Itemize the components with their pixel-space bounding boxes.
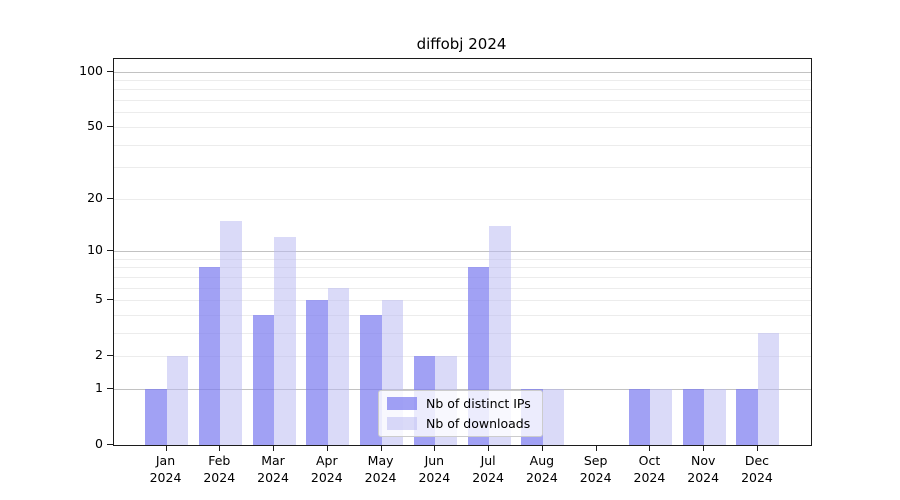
- minor-gridline: [114, 314, 811, 316]
- x-tick-label-sep: Sep 2024: [579, 453, 612, 485]
- x-tick-mark: [165, 445, 167, 451]
- x-tick-label-oct: Oct 2024: [633, 453, 666, 485]
- bar-downloads-jan: [166, 356, 188, 445]
- bar-distinct-ips-oct: [628, 388, 651, 445]
- legend-item-downloads: Nb of downloads: [387, 416, 531, 431]
- minor-gridline: [114, 258, 811, 260]
- y-tick-label: 5: [95, 291, 103, 307]
- y-tick-label: 0: [95, 436, 103, 451]
- plot-area: [113, 58, 812, 446]
- y-tick-label: 100: [79, 62, 103, 78]
- minor-gridline: [114, 89, 811, 91]
- x-tick-mark: [703, 445, 705, 451]
- y-tick-label: 2: [95, 347, 103, 363]
- bar-downloads-apr: [327, 287, 350, 445]
- x-tick-label-dec: Dec 2024: [741, 453, 773, 485]
- x-tick-label-mar: Mar 2024: [257, 453, 289, 485]
- bar-downloads-oct: [650, 388, 672, 445]
- minor-gridline: [114, 112, 811, 114]
- y-tick-mark: [107, 299, 113, 301]
- legend-label-downloads: Nb of downloads: [426, 416, 531, 431]
- legend-swatch-downloads: [387, 417, 417, 430]
- x-tick-label-aug: Aug 2024: [525, 453, 558, 485]
- minor-gridline: [114, 276, 811, 278]
- minor-gridline: [114, 167, 811, 169]
- minor-gridline: [114, 126, 811, 128]
- bar-distinct-ips-dec: [736, 388, 758, 445]
- y-tick-mark: [107, 70, 113, 72]
- minor-gridline: [114, 300, 811, 302]
- minor-gridline: [114, 332, 811, 334]
- x-tick-mark: [434, 445, 436, 451]
- legend: Nb of distinct IPs Nb of downloads: [378, 390, 543, 437]
- x-tick-mark: [219, 445, 221, 451]
- y-tick-mark: [107, 197, 113, 199]
- x-tick-mark: [649, 445, 651, 451]
- minor-gridline: [114, 198, 811, 200]
- chart-title: diffobj 2024: [416, 35, 507, 53]
- bar-downloads-nov: [704, 388, 726, 445]
- bar-distinct-ips-may: [360, 314, 382, 445]
- bar-distinct-ips-mar: [252, 314, 275, 445]
- legend-item-distinct-ips: Nb of distinct IPs: [387, 396, 531, 411]
- major-gridline: [114, 388, 811, 390]
- y-tick-mark: [107, 249, 113, 251]
- y-tick-mark: [107, 387, 113, 389]
- y-tick-label: 20: [87, 189, 103, 205]
- x-tick-mark: [326, 445, 328, 451]
- x-tick-mark: [756, 445, 758, 451]
- legend-swatch-distinct-ips: [387, 397, 417, 410]
- y-tick-mark: [107, 125, 113, 127]
- x-tick-label-nov: Nov 2024: [687, 453, 720, 485]
- x-tick-label-may: May 2024: [364, 453, 397, 485]
- y-tick-label: 50: [87, 117, 103, 133]
- major-gridline: [114, 250, 811, 252]
- y-tick-mark: [107, 444, 113, 445]
- bar-distinct-ips-jan: [145, 388, 167, 445]
- x-tick-label-feb: Feb 2024: [203, 453, 236, 485]
- y-tick-label: 1: [95, 379, 103, 395]
- minor-gridline: [114, 287, 811, 289]
- x-tick-label-jan: Jan 2024: [149, 453, 182, 485]
- major-gridline: [114, 71, 811, 73]
- y-tick-mark: [107, 355, 113, 357]
- x-tick-mark: [273, 445, 275, 451]
- x-tick-mark: [541, 445, 543, 451]
- x-tick-mark: [380, 445, 382, 451]
- minor-gridline: [114, 356, 811, 358]
- x-tick-label-apr: Apr 2024: [310, 453, 343, 485]
- x-tick-label-jul: Jul 2024: [472, 453, 505, 485]
- minor-gridline: [114, 267, 811, 269]
- bar-distinct-ips-feb: [198, 267, 221, 445]
- bar-downloads-feb: [220, 220, 242, 445]
- x-tick-mark: [488, 445, 490, 451]
- x-tick-mark: [595, 445, 597, 451]
- minor-gridline: [114, 80, 811, 82]
- bar-distinct-ips-apr: [306, 300, 328, 445]
- bar-distinct-ips-nov: [682, 388, 705, 445]
- minor-gridline: [114, 100, 811, 102]
- minor-gridline: [114, 144, 811, 146]
- bar-downloads-aug: [542, 388, 565, 445]
- bar-downloads-dec: [757, 332, 780, 445]
- legend-label-distinct-ips: Nb of distinct IPs: [426, 396, 531, 411]
- y-tick-label: 10: [87, 241, 103, 257]
- bar-downloads-mar: [274, 237, 296, 445]
- x-tick-label-jun: Jun 2024: [418, 453, 451, 485]
